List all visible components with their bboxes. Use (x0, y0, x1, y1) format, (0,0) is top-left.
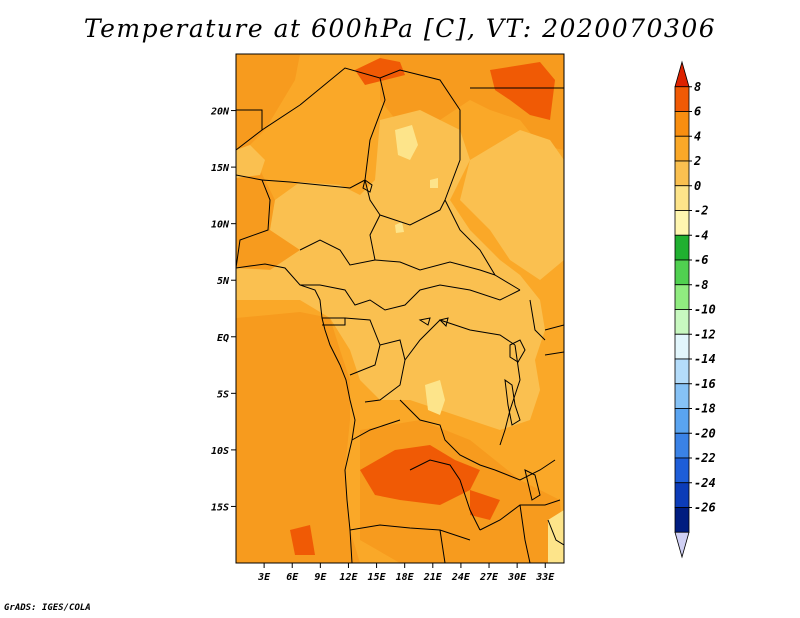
lon-tick-label: 6E (286, 572, 299, 583)
colorbar-swatch (674, 358, 690, 385)
country-borders (236, 67, 564, 563)
colorbar-swatch (674, 309, 690, 335)
latitude-axis: 20N 15N 10N 5N EQ 5S 10S 15S (210, 107, 236, 513)
colorbar-swatch (674, 160, 690, 187)
colorbar-swatch (674, 531, 690, 559)
colorbar-swatch (674, 457, 690, 484)
colorbar-swatch (674, 383, 690, 409)
colorbar-swatch (674, 482, 690, 508)
lon-tick-label: 3E (257, 572, 271, 583)
colorbar-label: -24 (694, 476, 716, 490)
colorbar-label: -12 (694, 327, 716, 341)
colorbar-swatch (674, 408, 690, 434)
lat-tick-label: EQ (217, 333, 229, 344)
colorbar-label: 4 (694, 129, 701, 143)
colorbar-label: -26 (694, 501, 716, 515)
colorbar-label: -16 (694, 377, 716, 391)
map-frame (235, 53, 565, 564)
lon-tick-label: 15E (368, 572, 387, 583)
colorbar-swatch (674, 111, 690, 137)
lon-tick-label: 24E (451, 572, 471, 583)
lon-tick-label: 9E (314, 572, 327, 583)
longitude-axis: 3E 6E 9E 12E 15E 18E 21E 24E 27E 30E 33E (257, 563, 555, 583)
map-title: Temperature at 600hPa [C], VT: 202007030… (83, 14, 717, 43)
colorbar-label: -22 (694, 451, 716, 465)
colorbar-label: -18 (694, 402, 716, 416)
colorbar-label: 0 (694, 179, 701, 193)
temperature-field (236, 54, 564, 563)
colorbar-swatch (674, 185, 690, 211)
colorbar-swatch (674, 333, 690, 360)
colorbar-swatch (674, 432, 690, 459)
colorbar-label: 2 (693, 154, 701, 168)
colorbar-swatch (674, 284, 690, 310)
lat-tick-label: 15S (211, 502, 229, 513)
colorbar-swatch (674, 507, 690, 533)
lon-tick-label: 33E (535, 572, 555, 583)
colorbar-swatch (674, 135, 690, 162)
colorbar-label: -2 (694, 204, 708, 218)
colorbar-swatch (674, 259, 690, 286)
lon-tick-label: 21E (423, 572, 443, 583)
colorbar-label: -20 (694, 426, 716, 440)
colorbar-label: 8 (694, 80, 701, 94)
colorbar-swatch (674, 86, 690, 112)
colorbar-swatch (674, 60, 690, 88)
colorbar-label: -6 (694, 253, 708, 267)
lat-tick-label: 10N (211, 220, 230, 231)
colorbar-label: -4 (694, 228, 708, 242)
lat-tick-label: 5N (217, 276, 230, 287)
colorbar-label: -14 (694, 352, 716, 366)
grads-credit: GrADS: IGES/COLA (4, 603, 91, 613)
lon-tick-label: 18E (396, 572, 415, 583)
colorbar-label: 6 (694, 105, 701, 119)
lon-tick-label: 30E (507, 572, 527, 583)
lat-tick-label: 15N (211, 163, 230, 174)
colorbar-swatch (674, 234, 690, 261)
lat-tick-label: 5S (217, 389, 229, 400)
colorbar: 8 6 4 2 0 -2 -4 -6 -8 -10 -12 -14 -16 -18 -20 -22 -24 -26 (674, 60, 716, 559)
lon-tick-label: 27E (479, 572, 499, 583)
colorbar-label: -10 (694, 303, 716, 317)
lat-tick-label: 20N (210, 107, 230, 118)
lon-tick-label: 12E (339, 572, 358, 583)
colorbar-swatch (674, 210, 690, 236)
colorbar-label: -8 (694, 278, 708, 292)
lat-tick-label: 10S (211, 446, 229, 457)
